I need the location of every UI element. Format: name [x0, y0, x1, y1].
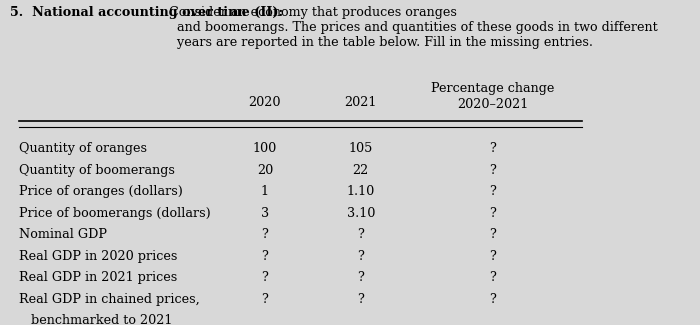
Text: 1.10: 1.10 — [346, 185, 374, 198]
Text: 1: 1 — [261, 185, 269, 198]
Text: Nominal GDP: Nominal GDP — [20, 228, 107, 241]
Text: 105: 105 — [349, 142, 373, 155]
Text: Quantity of boomerangs: Quantity of boomerangs — [20, 164, 175, 177]
Text: ?: ? — [357, 228, 364, 241]
Text: ?: ? — [489, 292, 496, 306]
Text: Percentage change: Percentage change — [430, 82, 554, 95]
Text: ?: ? — [262, 292, 268, 306]
Text: Price of oranges (dollars): Price of oranges (dollars) — [20, 185, 183, 198]
Text: 3.10: 3.10 — [346, 207, 375, 220]
Text: 2020–2021: 2020–2021 — [457, 98, 528, 111]
Text: ?: ? — [489, 250, 496, 263]
Text: ?: ? — [357, 271, 364, 284]
Text: 3: 3 — [261, 207, 269, 220]
Text: 5.  National accounting over time (II):: 5. National accounting over time (II): — [10, 6, 284, 19]
Text: ?: ? — [489, 207, 496, 220]
Text: Price of boomerangs (dollars): Price of boomerangs (dollars) — [20, 207, 211, 220]
Text: Consider an economy that produces oranges
   and boomerangs. The prices and quan: Consider an economy that produces orange… — [165, 6, 657, 49]
Text: 20: 20 — [257, 164, 273, 177]
Text: ?: ? — [262, 250, 268, 263]
Text: benchmarked to 2021: benchmarked to 2021 — [20, 314, 173, 325]
Text: ?: ? — [489, 228, 496, 241]
Text: 2020: 2020 — [248, 96, 281, 109]
Text: 100: 100 — [253, 142, 277, 155]
Text: Real GDP in 2021 prices: Real GDP in 2021 prices — [20, 271, 178, 284]
Text: ?: ? — [489, 271, 496, 284]
Text: ?: ? — [489, 142, 496, 155]
Text: 22: 22 — [353, 164, 369, 177]
Text: ?: ? — [357, 250, 364, 263]
Text: ?: ? — [489, 185, 496, 198]
Text: ?: ? — [262, 271, 268, 284]
Text: ?: ? — [262, 228, 268, 241]
Text: ?: ? — [489, 164, 496, 177]
Text: 2021: 2021 — [344, 96, 377, 109]
Text: Quantity of oranges: Quantity of oranges — [20, 142, 148, 155]
Text: Real GDP in chained prices,: Real GDP in chained prices, — [20, 292, 200, 306]
Text: ?: ? — [357, 292, 364, 306]
Text: Real GDP in 2020 prices: Real GDP in 2020 prices — [20, 250, 178, 263]
